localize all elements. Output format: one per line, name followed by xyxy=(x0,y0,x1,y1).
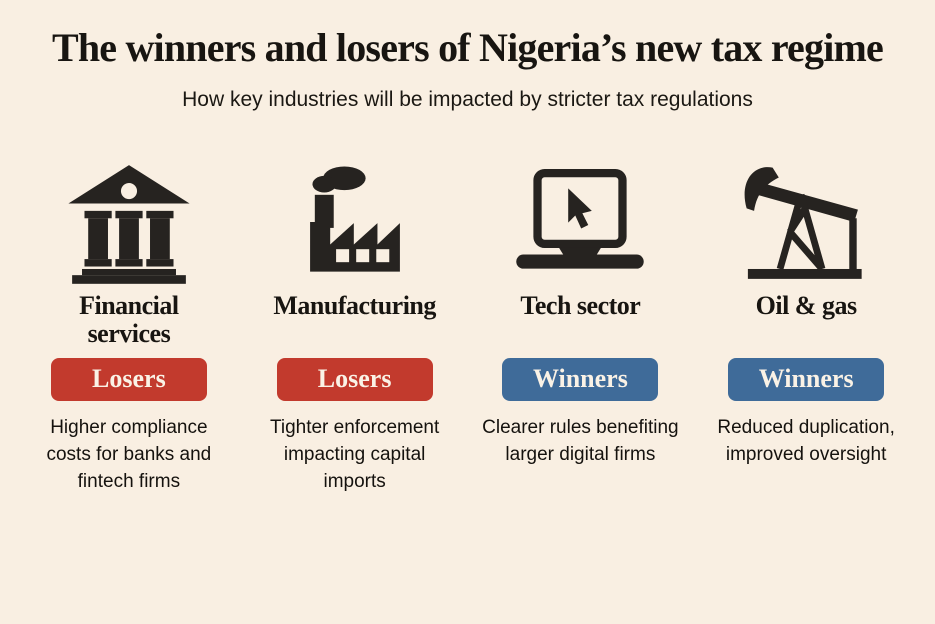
industry-name: Manufacturing xyxy=(273,290,436,320)
column-financial-services: Financial services Losers Higher complia… xyxy=(22,144,236,496)
column-oil-gas: Oil & gas Winners Reduced duplication, i… xyxy=(699,144,913,496)
industry-description: Higher compliance costs for banks and fi… xyxy=(46,416,212,492)
column-tech-sector: Tech sector Winners Clearer rules benefi… xyxy=(474,144,688,496)
industry-grid: Financial services Losers Higher complia… xyxy=(0,144,935,496)
industry-description: Clearer rules benefiting larger digital … xyxy=(482,416,679,465)
status-badge: Losers xyxy=(276,357,433,401)
status-badge: Winners xyxy=(502,357,659,401)
industry-description: Tighter enforcement impacting capital im… xyxy=(269,416,440,492)
industry-name: Tech sector xyxy=(520,290,641,320)
factory-icon xyxy=(290,144,420,284)
column-manufacturing: Manufacturing Losers Tighter enforcement… xyxy=(248,144,462,496)
industry-name: Oil & gas xyxy=(755,290,857,320)
bank-icon xyxy=(61,144,197,284)
industry-description: Reduced duplication, improved oversight xyxy=(717,416,895,465)
page-title: The winners and losers of Nigeria’s new … xyxy=(51,25,884,70)
status-badge: Winners xyxy=(728,357,885,401)
status-badge: Losers xyxy=(50,357,207,401)
industry-name: Financial services xyxy=(79,290,179,349)
laptop-icon xyxy=(507,144,653,284)
page-subtitle: How key industries will be impacted by s… xyxy=(182,87,753,111)
pumpjack-icon xyxy=(738,144,874,284)
